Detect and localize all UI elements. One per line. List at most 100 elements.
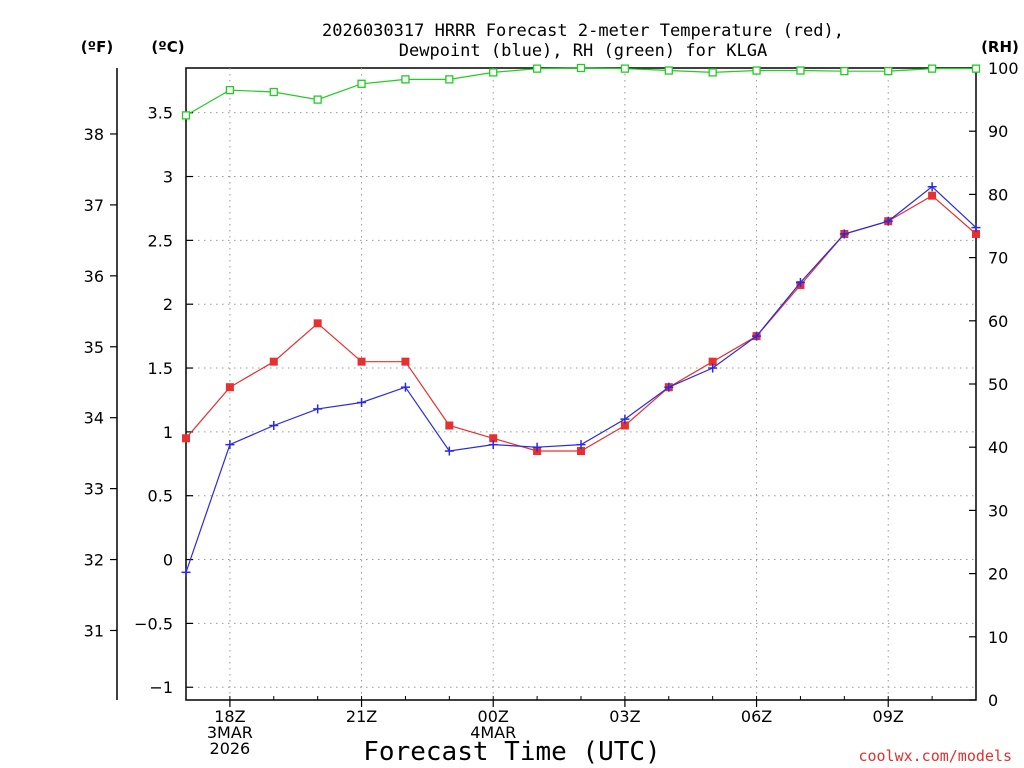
rh-tick-label: 90: [988, 122, 1008, 141]
rh-tick-label: 60: [988, 312, 1008, 331]
rh-point: [620, 64, 630, 73]
dewpoint-point: [357, 398, 367, 408]
rh-point: [357, 79, 366, 88]
x-tick-label: 2026: [210, 739, 251, 758]
temperature-point: [182, 434, 190, 443]
rh-tick-label: 50: [988, 375, 1008, 394]
rh-point: [664, 66, 673, 75]
fahrenheit-tick-label: 37: [84, 196, 104, 215]
temperature-point: [269, 357, 278, 366]
celsius-tick-label: 3.5: [148, 104, 173, 123]
chart-title-line-1: 2026030317 HRRR Forecast 2-meter Tempera…: [322, 21, 844, 41]
dewpoint-point: [971, 223, 981, 233]
x-tick-label: 3MAR: [207, 723, 253, 742]
data-series: [181, 63, 981, 577]
temperature-point: [577, 447, 585, 456]
rh-tick-label: 10: [988, 628, 1008, 647]
fahrenheit-tick-label: 32: [84, 551, 104, 570]
rh-point: [313, 95, 322, 104]
rh-unit-label: (RH): [981, 38, 1019, 56]
rh-point: [401, 75, 410, 84]
rh-point: [840, 67, 849, 76]
rh-point: [445, 75, 454, 84]
dewpoint-point: [532, 442, 542, 452]
celsius-tick-label: 1.5: [148, 359, 173, 378]
temperature-point: [225, 383, 234, 392]
dewpoint-point: [181, 567, 191, 577]
x-axis-label: Forecast Time (UTC): [363, 737, 660, 767]
celsius-tick-label: −0.5: [134, 614, 173, 633]
celsius-tick-label: 1: [163, 423, 173, 442]
dewpoint-point: [444, 446, 454, 456]
rh-point: [576, 63, 586, 73]
dewpoint-line: [185, 185, 977, 573]
fahrenheit-unit-label: (ºF): [81, 38, 113, 56]
dewpoint-point: [795, 277, 805, 287]
x-tick-label: 03Z: [609, 707, 640, 726]
temperature-line: [185, 194, 977, 452]
x-tick-label: 09Z: [873, 707, 904, 726]
temperature-point: [972, 229, 980, 238]
celsius-unit-label: (ºC): [151, 38, 184, 56]
temperature-point: [313, 319, 322, 328]
rh-point: [796, 66, 805, 75]
temperature-point: [445, 421, 454, 430]
celsius-tick-label: 0.5: [148, 487, 173, 506]
dewpoint-point: [269, 420, 279, 430]
rh-tick-label: 30: [988, 501, 1008, 520]
dewpoint-point: [752, 331, 762, 341]
rh-point: [489, 68, 498, 77]
rh-point: [225, 85, 235, 95]
rh-point: [181, 111, 191, 120]
rh-point: [532, 64, 542, 73]
dewpoint-point: [927, 182, 937, 192]
x-tick-label: 21Z: [346, 707, 377, 726]
celsius-tick-label: 2.5: [148, 231, 173, 250]
dewpoint-point: [488, 440, 498, 450]
fahrenheit-tick-label: 38: [84, 125, 104, 144]
rh-line: [185, 67, 976, 116]
temperature-point: [620, 421, 629, 430]
dewpoint-point: [313, 404, 323, 414]
fahrenheit-tick-label: 31: [84, 621, 104, 640]
rh-tick-label: 100: [988, 59, 1019, 78]
dewpoint-point: [664, 382, 674, 392]
temperature-point: [928, 191, 937, 200]
rh-tick-label: 20: [988, 565, 1008, 584]
x-tick-label: 06Z: [741, 707, 772, 726]
temperature-point: [357, 357, 366, 366]
x-tick-label: 4MAR: [470, 723, 516, 742]
celsius-tick-label: 3: [163, 168, 173, 187]
celsius-tick-label: 0: [163, 551, 173, 570]
rh-tick-label: 80: [988, 185, 1008, 204]
dewpoint-point: [225, 440, 235, 450]
chart-title-line-2: Dewpoint (blue), RH (green) for KLGA: [399, 41, 767, 61]
dewpoint-point: [576, 440, 586, 450]
dewpoint-point: [620, 414, 630, 424]
rh-point: [708, 68, 717, 77]
fahrenheit-tick-label: 35: [84, 338, 104, 357]
credit-text: coolwx.com/models: [858, 747, 1012, 765]
rh-point: [884, 67, 893, 76]
fahrenheit-tick-label: 36: [84, 267, 104, 286]
temperature-point: [489, 434, 498, 443]
rh-point: [927, 64, 937, 73]
x-tick-label: 00Z: [478, 707, 509, 726]
rh-tick-label: 40: [988, 438, 1008, 457]
dewpoint-point: [400, 382, 410, 392]
fahrenheit-tick-label: 34: [84, 409, 104, 428]
fahrenheit-tick-label: 33: [84, 480, 104, 499]
dewpoint-point: [708, 363, 718, 373]
grid-lines: [186, 68, 976, 700]
celsius-tick-label: 2: [163, 295, 173, 314]
x-tick-label: 18Z: [214, 707, 245, 726]
rh-point: [269, 87, 278, 97]
rh-tick-label: 70: [988, 249, 1008, 268]
rh-point: [752, 66, 761, 75]
celsius-tick-label: −1: [149, 678, 173, 697]
plot-frame: [185, 67, 977, 701]
dewpoint-point: [883, 216, 893, 226]
rh-point: [971, 64, 981, 73]
